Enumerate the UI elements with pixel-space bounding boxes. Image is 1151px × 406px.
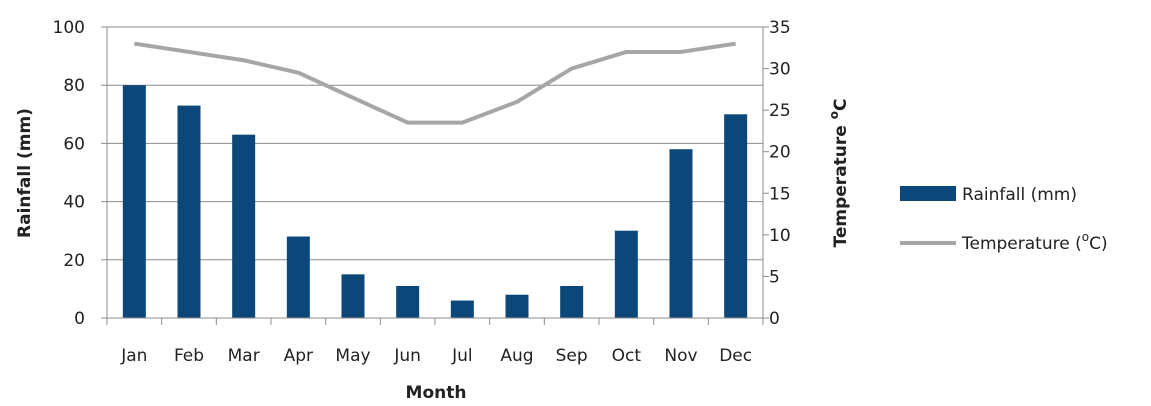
rainfall-bar-dec xyxy=(724,114,748,318)
x-tick-label: Oct xyxy=(612,346,642,366)
x-tick-label: Jan xyxy=(120,346,147,366)
right-axis-ticks: 0 5 10 15 20 25 30 35 xyxy=(769,18,791,329)
right-tick-label: 15 xyxy=(769,184,791,204)
legend-temperature-suffix: C) xyxy=(1089,234,1108,254)
x-tick-label: May xyxy=(335,346,370,366)
right-axis-title-unit: C xyxy=(831,99,851,111)
axes xyxy=(101,26,769,325)
right-tick-label: 0 xyxy=(769,309,780,329)
x-tick-label: Aug xyxy=(500,346,533,366)
right-axis-title: Temperature oC xyxy=(827,99,851,248)
right-tick-label: 10 xyxy=(769,226,791,246)
right-tick-label: 25 xyxy=(769,101,791,121)
x-axis-ticks: Jan Feb Mar Apr May Jun Jul Aug Sep Oct Nov Dec xyxy=(120,346,752,366)
right-axis-title-main: Temperature xyxy=(831,119,851,247)
rainfall-bar-may xyxy=(341,274,365,318)
x-tick-label: Nov xyxy=(664,346,697,366)
left-tick-label: 80 xyxy=(63,76,85,96)
legend-rainfall-swatch xyxy=(900,186,956,201)
rainfall-bar-apr xyxy=(286,236,310,318)
rainfall-bars xyxy=(122,85,748,318)
left-tick-label: 40 xyxy=(63,193,85,213)
x-tick-label: Dec xyxy=(719,346,752,366)
x-axis-title: Month xyxy=(406,383,467,401)
gridlines xyxy=(107,26,763,319)
rainfall-bar-oct xyxy=(614,230,638,318)
x-tick-label: Apr xyxy=(284,346,313,366)
x-tick-label: Mar xyxy=(228,346,260,366)
x-tick-label: Sep xyxy=(556,346,588,366)
legend-rainfall-label: Rainfall (mm) xyxy=(962,185,1077,205)
x-tick-label: Feb xyxy=(174,346,204,366)
rainfall-bar-jul xyxy=(450,300,474,318)
left-tick-label: 0 xyxy=(74,309,85,329)
rainfall-bar-jun xyxy=(396,285,420,318)
left-axis-ticks: 0 20 40 60 80 100 xyxy=(53,18,85,329)
right-tick-label: 5 xyxy=(769,267,780,287)
rainfall-bar-sep xyxy=(560,285,584,318)
left-tick-label: 20 xyxy=(63,251,85,271)
right-tick-label: 20 xyxy=(769,143,791,163)
right-tick-label: 35 xyxy=(769,18,791,38)
left-axis-title: Rainfall (mm) xyxy=(15,108,35,238)
x-tick-label: Jul xyxy=(451,346,473,366)
legend: Rainfall (mm) Temperature (oC) xyxy=(900,185,1108,254)
right-axis-title-sup: o xyxy=(827,111,841,119)
rainfall-bar-feb xyxy=(177,105,201,318)
legend-temperature-prefix: Temperature ( xyxy=(961,234,1082,254)
legend-temperature-label: Temperature (oC) xyxy=(961,230,1108,254)
temperature-line xyxy=(134,41,736,125)
rainfall-bar-mar xyxy=(232,134,256,318)
rainfall-bar-jan xyxy=(122,85,146,318)
right-tick-label: 30 xyxy=(769,60,791,80)
left-tick-label: 60 xyxy=(63,134,85,154)
temperature-line-layer xyxy=(134,41,736,125)
legend-temperature-sup: o xyxy=(1082,230,1089,244)
rainfall-bar-nov xyxy=(669,149,693,318)
left-tick-label: 100 xyxy=(53,18,85,38)
rainfall-bar-aug xyxy=(505,294,529,318)
x-tick-label: Jun xyxy=(393,346,421,366)
